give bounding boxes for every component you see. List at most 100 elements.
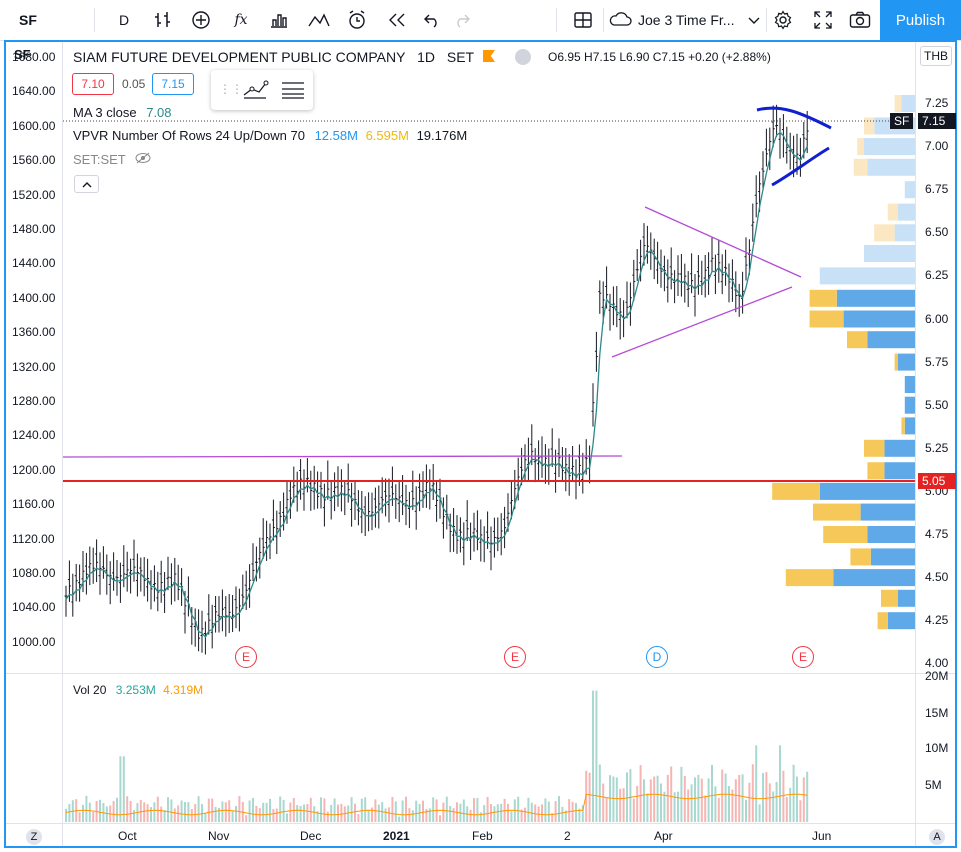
vpvr-up-bar — [884, 439, 915, 457]
volume-bar — [411, 810, 414, 822]
symbol-search-button[interactable]: SF — [19, 12, 37, 28]
earnings-marker[interactable]: E — [235, 646, 257, 668]
moving-average — [65, 131, 808, 639]
dividend-marker[interactable]: D — [646, 646, 668, 668]
ma-line — [65, 131, 808, 639]
volume-bar — [649, 779, 652, 822]
volume-bar — [575, 802, 577, 822]
replay-icon[interactable] — [382, 6, 412, 34]
volume-bar — [432, 797, 435, 822]
bar-type-icon[interactable] — [148, 6, 178, 34]
volume-bar — [673, 792, 676, 822]
volume-bar — [306, 804, 309, 822]
eye-hidden-icon[interactable] — [135, 152, 151, 167]
vpvr-down-bar — [867, 462, 885, 480]
vpvr-down-bar — [772, 482, 820, 500]
alert-icon[interactable] — [342, 6, 372, 34]
vpvr-down-bar — [847, 331, 868, 349]
interval-button[interactable]: D — [118, 12, 130, 28]
right-axis-tick: 4.00 — [925, 656, 949, 671]
earnings-marker[interactable]: E — [792, 646, 814, 668]
time-axis-tick: Feb — [472, 829, 493, 843]
left-axis-tick: 1680.00 — [12, 50, 56, 64]
volume-bar — [160, 806, 163, 822]
vpvr-label[interactable]: VPVR Number Of Rows 24 Up/Down 70 — [73, 128, 305, 143]
volume-bar — [221, 801, 224, 822]
volume-bar — [687, 789, 690, 822]
vpvr-up-bar — [904, 181, 915, 199]
volume-bar — [486, 797, 489, 822]
company-name[interactable]: SIAM FUTURE DEVELOPMENT PUBLIC COMPANY — [73, 49, 406, 65]
right-axis-tick: 4.75 — [925, 527, 949, 541]
indicators-icon[interactable]: fx — [234, 12, 248, 28]
volume-bar — [785, 796, 788, 822]
templates-icon[interactable] — [304, 6, 334, 34]
layout-grid-icon[interactable] — [568, 6, 598, 34]
layout-name-dropdown[interactable]: Joe 3 Time Fr... — [608, 6, 768, 34]
drawing-toolbar-popup: ⋮⋮ — [211, 70, 313, 110]
volume-label[interactable]: Vol 20 — [73, 683, 107, 697]
collapse-legend-icon[interactable] — [515, 49, 531, 65]
left-axis-tick: 1560.00 — [12, 153, 56, 168]
volume-bar — [320, 797, 322, 822]
volume-bar — [116, 797, 118, 822]
drag-handle-icon[interactable]: ⋮⋮ — [219, 82, 243, 96]
flag-icon[interactable] — [483, 50, 495, 62]
publish-button[interactable]: Publish — [880, 0, 961, 40]
volume-bar — [581, 805, 584, 822]
settings-gear-icon[interactable] — [768, 6, 798, 34]
compare-symbol[interactable]: SET:SET — [73, 152, 126, 167]
time-axis-tick: Nov — [208, 829, 230, 843]
sell-price-button[interactable]: 7.10 — [72, 73, 114, 95]
top-toolbar: SF D fx Joe 3 Time Fr... — [0, 0, 961, 41]
compare-add-icon[interactable] — [186, 6, 216, 34]
volume-bar — [765, 772, 768, 822]
vpvr-down-bar — [881, 589, 898, 607]
ma-label[interactable]: MA 3 close — [73, 105, 137, 120]
volume-bar — [143, 802, 146, 822]
volume-bar — [286, 813, 288, 822]
volume-bar — [578, 808, 581, 822]
volume-bar — [527, 797, 530, 822]
volume-bar — [218, 807, 220, 822]
legend-title: SIAM FUTURE DEVELOPMENT PUBLIC COMPANY 1… — [73, 49, 474, 65]
volume-bar — [303, 804, 305, 822]
earnings-marker[interactable]: E — [504, 646, 526, 668]
volume-bar — [751, 764, 754, 822]
fullscreen-icon[interactable] — [808, 6, 838, 34]
redo-icon[interactable] — [448, 6, 476, 34]
right-axis-tick: 5.25 — [925, 440, 949, 455]
volume-bar — [279, 796, 282, 822]
volume-bar — [180, 800, 183, 822]
volume-axis-tick: 10M — [925, 741, 949, 755]
volume-bar — [184, 802, 186, 822]
right-axis-tick: 5.50 — [925, 397, 949, 412]
vpvr-down-bar — [874, 224, 895, 242]
collapse-arrow-button[interactable] — [74, 175, 99, 193]
vpvr-up-bar — [819, 267, 915, 285]
volume-bar — [326, 811, 329, 822]
buy-price-button[interactable]: 7.15 — [152, 73, 194, 95]
financials-icon[interactable] — [264, 6, 294, 34]
currency-label[interactable]: THB — [920, 46, 952, 66]
left-axis-tick: 1360.00 — [12, 325, 56, 340]
volume-bar — [738, 775, 741, 822]
right-axis-tick: 4.25 — [925, 613, 949, 628]
vpvr-down-bar — [877, 612, 888, 630]
line-style-icon[interactable] — [279, 78, 307, 107]
vpvr-histogram — [772, 95, 915, 630]
camera-snapshot-icon[interactable] — [844, 6, 876, 34]
volume-bar — [228, 800, 231, 822]
undo-icon[interactable] — [418, 6, 446, 34]
candlestick-series — [64, 104, 809, 655]
pennant-upper-line — [756, 106, 832, 130]
vpvr-up-bar — [884, 462, 915, 480]
vpvr-down-value: 6.595M — [365, 128, 409, 143]
zoom-reset-button[interactable]: Z — [26, 829, 42, 845]
time-axis-border — [6, 823, 955, 824]
auto-scale-button[interactable]: A — [929, 829, 945, 845]
volume-bar — [133, 810, 135, 822]
right-axis-tick: 6.50 — [925, 225, 949, 240]
trend-tool-icon[interactable] — [241, 78, 269, 107]
